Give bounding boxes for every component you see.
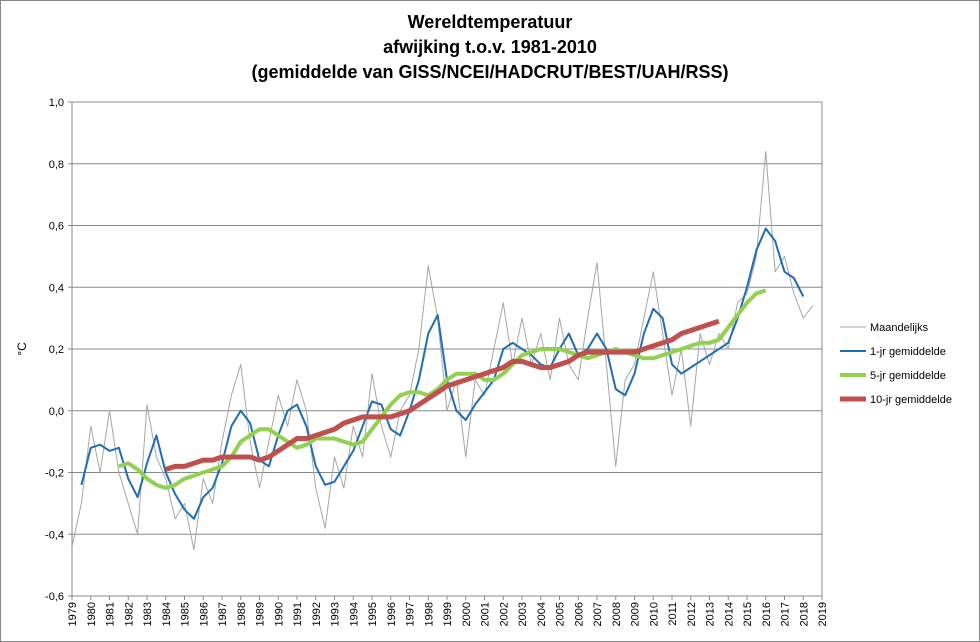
- series-line: [118, 288, 767, 490]
- x-tick-label: 1986: [198, 602, 210, 626]
- x-tick-label: 1983: [142, 602, 154, 626]
- y-tick-label: -0,2: [45, 468, 64, 480]
- y-tick-label: 1,0: [49, 97, 64, 109]
- x-tick-label: 1984: [161, 602, 173, 626]
- x-tick-label: 1999: [442, 602, 454, 626]
- x-tick-label: 2019: [817, 602, 829, 626]
- legend-label: Maandelijks: [870, 322, 929, 334]
- x-tick-label: 2003: [517, 602, 529, 626]
- x-tick-label: 2000: [461, 602, 473, 626]
- x-tick-label: 2015: [742, 602, 754, 626]
- chart-title: Wereldtemperatuur: [408, 12, 573, 32]
- series-line: [80, 227, 805, 520]
- x-tick-label: 1992: [311, 602, 323, 626]
- x-tick-label: 1996: [386, 602, 398, 626]
- x-tick-label: 2007: [592, 602, 604, 626]
- chart-title: afwijking t.o.v. 1981-2010: [383, 37, 597, 57]
- x-tick-label: 1981: [105, 602, 117, 626]
- x-tick-label: 1982: [123, 602, 135, 626]
- y-tick-label: -0,4: [45, 529, 64, 541]
- x-tick-label: 1979: [67, 602, 79, 626]
- x-tick-label: 2011: [667, 602, 679, 626]
- series-line: [71, 150, 814, 551]
- x-tick-label: 2009: [630, 602, 642, 626]
- x-tick-label: 2006: [573, 602, 585, 626]
- x-tick-label: 1989: [255, 602, 267, 626]
- y-tick-label: 0,0: [49, 406, 64, 418]
- chart-title: (gemiddelde van GISS/NCEI/HADCRUT/BEST/U…: [251, 62, 728, 82]
- x-tick-label: 1990: [273, 602, 285, 626]
- y-axis-label: °C: [15, 342, 29, 356]
- x-tick-label: 1998: [423, 602, 435, 626]
- x-tick-label: 1994: [348, 602, 360, 626]
- y-tick-label: 0,4: [49, 282, 64, 294]
- x-tick-label: 2018: [798, 602, 810, 626]
- x-tick-label: 1987: [217, 602, 229, 626]
- legend-label: 1-jr gemiddelde: [870, 346, 946, 358]
- x-tick-label: 2008: [611, 602, 623, 626]
- x-tick-label: 2010: [648, 602, 660, 626]
- x-tick-label: 2001: [480, 602, 492, 626]
- x-tick-label: 2017: [780, 602, 792, 626]
- x-tick-label: 2013: [705, 602, 717, 626]
- y-tick-label: 0,2: [49, 344, 64, 356]
- y-tick-label: 0,8: [49, 159, 64, 171]
- x-tick-label: 1980: [86, 602, 98, 626]
- series-line: [164, 318, 720, 472]
- legend-label: 10-jr gemiddelde: [870, 394, 952, 406]
- x-tick-label: 1995: [367, 602, 379, 626]
- legend-label: 5-jr gemiddelde: [870, 370, 946, 382]
- x-tick-label: 1993: [330, 602, 342, 626]
- x-tick-label: 2002: [498, 602, 510, 626]
- x-tick-label: 2004: [536, 602, 548, 626]
- y-tick-label: 0,6: [49, 221, 64, 233]
- x-tick-label: 1991: [292, 602, 304, 626]
- x-tick-label: 1997: [405, 602, 417, 626]
- y-tick-label: -0,6: [45, 591, 64, 603]
- x-tick-label: 1985: [180, 602, 192, 626]
- x-tick-label: 2005: [555, 602, 567, 626]
- x-tick-label: 2012: [686, 602, 698, 626]
- x-tick-label: 2014: [723, 602, 735, 626]
- x-tick-label: 2016: [761, 602, 773, 626]
- x-tick-label: 1988: [236, 602, 248, 626]
